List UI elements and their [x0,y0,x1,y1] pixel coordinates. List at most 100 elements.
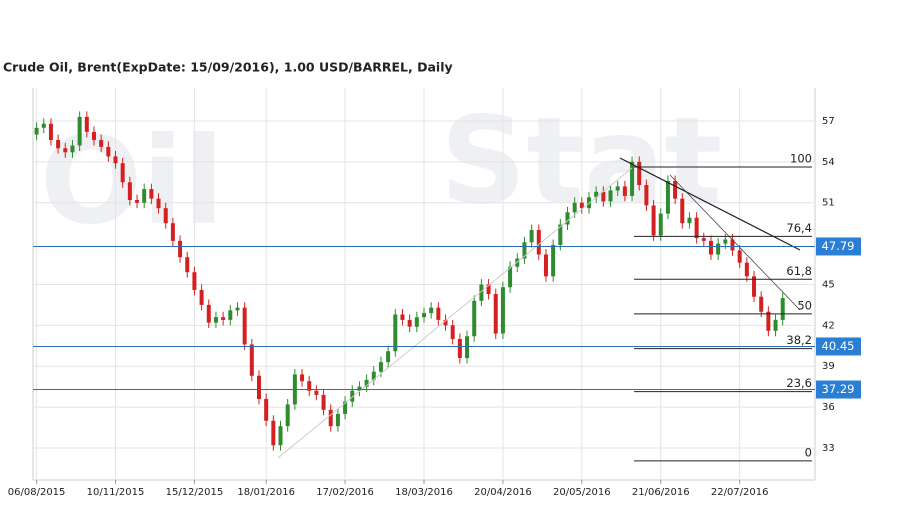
candle-body [708,240,713,255]
level-box [816,237,861,256]
candle-body [48,123,53,141]
candle-body [630,161,635,196]
x-tick-label: 21/06/2016 [632,487,690,498]
candle-body [608,190,613,202]
fib-label: 100 [790,152,812,166]
x-tick-label: 10/11/2015 [87,487,145,498]
candle-body [687,217,692,224]
candle-body [314,390,319,395]
y-tick-label: 45 [822,279,835,290]
candle-body [637,161,642,186]
candle-body [436,307,441,320]
candle-body [264,398,269,421]
candle-body [694,217,699,239]
candle-body [400,314,405,320]
candle-body [357,386,362,391]
x-tick-label: 06/08/2015 [8,487,66,498]
candle-body [256,375,261,399]
candle-body [70,145,75,153]
candle-body [615,186,620,191]
candle-body [321,394,326,410]
candle-body [328,409,333,427]
candle-body [350,390,355,402]
fib-label: 0 [805,445,812,459]
fib-label: 23,6 [786,376,812,390]
candle-body [673,180,678,199]
candle-body [500,287,505,334]
candle-body [522,242,527,259]
trend-line [277,167,633,459]
candle-body [364,379,369,387]
candle-body [228,310,233,320]
candle-body [84,116,89,132]
candle-body [407,319,412,327]
y-tick-label: 36 [822,402,835,413]
candle-body [170,223,175,241]
candle-body [149,189,154,199]
candle-body [744,262,749,277]
level-label: 47.79 [822,239,855,253]
candle-body [543,254,548,277]
candle-body [386,351,391,363]
candle-body [271,420,276,446]
candle-body [479,284,484,301]
candle-body [766,311,771,331]
y-tick-label: 42 [822,320,835,331]
candle-body [651,205,656,236]
candle-body [759,296,764,312]
candle-body [135,200,140,203]
candle-body [156,198,161,209]
candle-body [680,198,685,224]
candle-body [457,338,462,359]
candle-body [278,426,283,446]
candle-body [443,319,448,326]
candle-body [536,229,541,255]
candle-body [56,140,61,149]
y-tick-label: 57 [822,116,835,127]
candle-body [343,401,348,414]
candle-body [515,258,520,267]
candle-body [780,298,785,320]
candle-body [429,307,434,314]
x-tick-label: 17/02/2016 [316,487,374,498]
level-box [816,380,861,399]
candle-body [579,202,584,209]
x-tick-label: 15/12/2015 [166,487,224,498]
candle-body [393,314,398,352]
y-tick-label: 54 [822,157,835,168]
candle-body [63,148,68,153]
candle-body [300,374,305,382]
fib-label: 61,8 [786,264,812,278]
candle-body [120,163,125,183]
candle-body [551,244,556,277]
candle-body [508,266,513,288]
candle-body [601,191,606,202]
candle-body [235,307,240,311]
candle-body [34,127,39,135]
level-label: 40.45 [822,339,855,353]
fib-label: 76,4 [786,221,812,235]
candle-body [594,191,599,198]
candle-body [192,272,197,290]
candle-body [752,276,757,297]
candle-body [242,307,247,345]
candle-body [730,239,735,251]
candle-body [91,131,96,141]
candle-body [716,243,721,255]
candle-body [622,186,627,196]
candle-body [565,212,570,225]
candle-body [701,238,706,241]
candle-body [307,381,312,391]
x-tick-label: 20/05/2016 [553,487,611,498]
candle-body [213,317,218,323]
x-tick-label: 18/03/2016 [395,487,453,498]
candle-body [644,185,649,206]
candle-body [472,300,477,337]
candle-body [127,182,132,200]
candle-body [465,336,470,359]
candle-body [163,208,168,224]
candle-body [249,344,254,376]
fib-label: 38,2 [786,333,812,347]
fib-label: 50 [797,298,812,312]
